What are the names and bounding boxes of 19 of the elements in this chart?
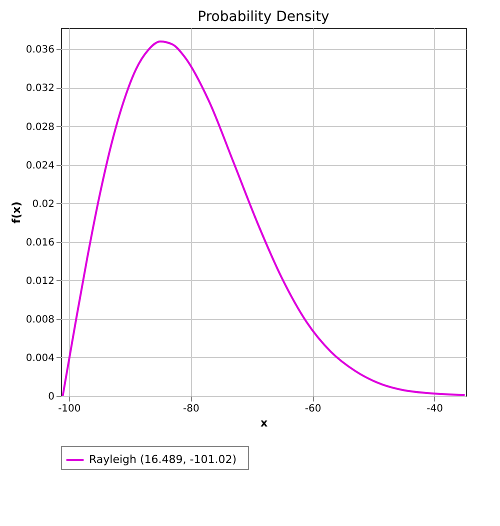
y-tick-label: 0.012 xyxy=(26,276,54,287)
chart-title: Probability Density xyxy=(198,9,330,25)
y-tick-label: 0.036 xyxy=(26,44,54,56)
line-series xyxy=(62,40,466,396)
x-tick-label: -100 xyxy=(58,404,81,414)
x-tick-label: -60 xyxy=(304,404,322,414)
y-tick-label: 0 xyxy=(48,392,54,402)
x-axis-title: x xyxy=(260,416,268,430)
y-tick-label: 0.016 xyxy=(26,237,54,248)
y-tick-label: 0.024 xyxy=(26,160,54,172)
y-tick-label: 0.008 xyxy=(26,314,54,326)
y-tick-label: 0.028 xyxy=(26,122,54,133)
y-tick-label: 0.02 xyxy=(32,198,54,210)
y-tick-label: 0.032 xyxy=(26,83,54,94)
y-axis-title: f(x) xyxy=(10,202,23,224)
legend-label: Rayleigh (16.489, -101.02) xyxy=(89,453,237,466)
x-tick-label: -40 xyxy=(426,404,444,414)
x-tick-label: -80 xyxy=(183,404,200,414)
y-tick-label: 0.004 xyxy=(26,352,54,364)
